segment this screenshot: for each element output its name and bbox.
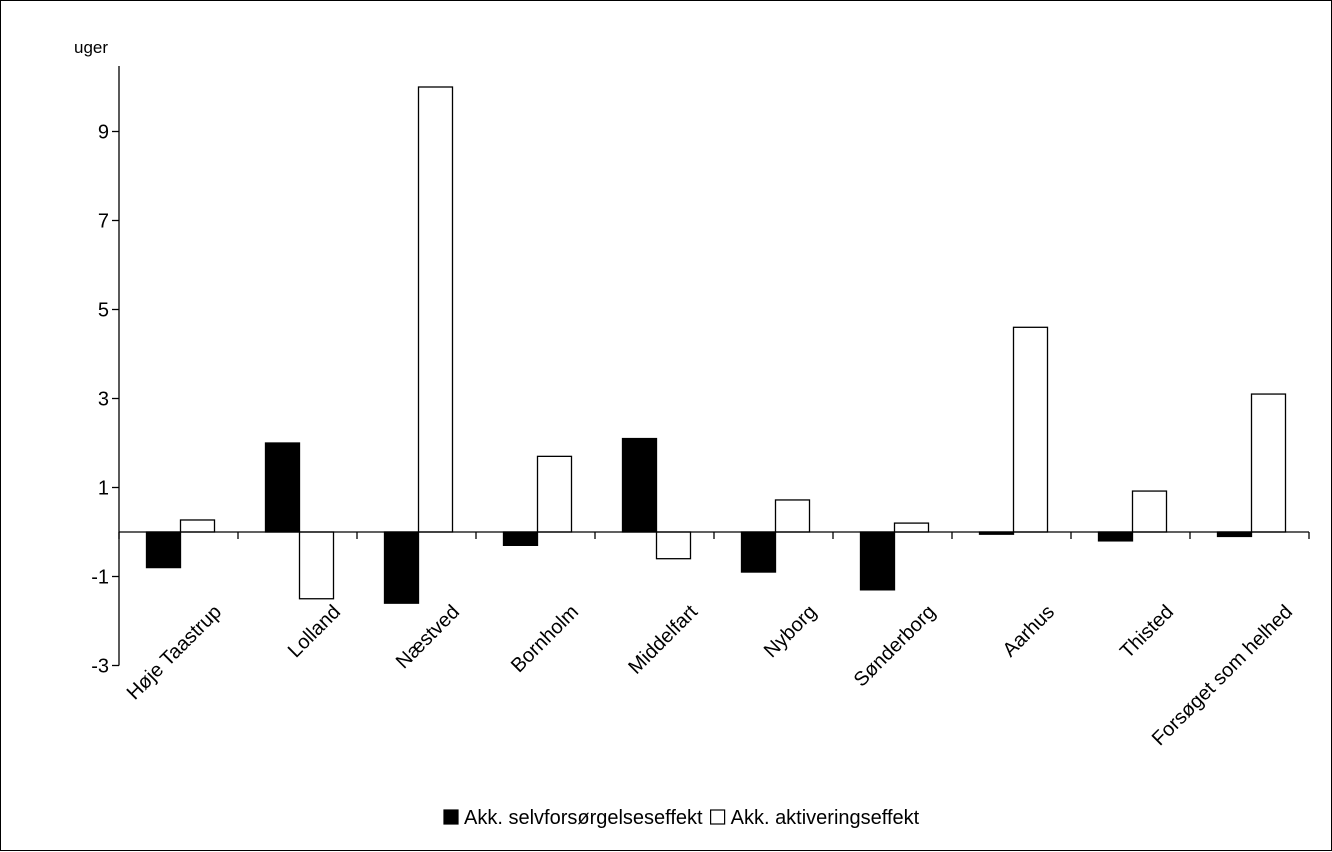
y-tick-label: 5: [98, 300, 109, 322]
y-tick-label: -1: [91, 567, 109, 589]
category-label: Sønderborg: [850, 601, 940, 691]
category-label: Aarhus: [999, 601, 1059, 661]
legend-label: Akk. selvforsørgelseseffekt: [464, 807, 703, 829]
category-label: Næstved: [392, 601, 464, 673]
category-labels-group: Høje Taastrup Lolland Næstved Bornholm Midde…: [123, 601, 1297, 751]
bar-selvforsorgelse-1: [264, 442, 301, 533]
y-tick-label: 3: [98, 389, 109, 411]
bar-aktivering-1: [298, 531, 335, 600]
bar-aktivering-2: [417, 86, 454, 533]
y-tick-label: 9: [98, 122, 109, 144]
bar-selvforsorgelse-2: [383, 531, 420, 604]
bar-selvforsorgelse-8: [1097, 531, 1134, 542]
bar-aktivering-5: [774, 499, 811, 533]
legend-label: Akk. aktiveringseffekt: [731, 807, 920, 829]
bar-aktivering-4: [655, 531, 692, 560]
bar-selvforsorgelse-6: [859, 531, 896, 591]
bar-selvforsorgelse-0: [145, 531, 182, 569]
bar-selvforsorgelse-4: [621, 437, 658, 533]
bar-aktivering-6: [893, 522, 930, 533]
y-axis-label: uger: [74, 38, 108, 57]
bar-aktivering-0: [179, 519, 216, 533]
category-label: Nyborg: [760, 601, 821, 662]
y-ticks-group: -3 -1 1 3 5 7 9: [91, 122, 119, 678]
category-label: Bornholm: [507, 601, 583, 677]
category-label: Thisted: [1116, 601, 1178, 663]
legend: Akk. selvforsørgelseseffekt Akk. aktiveri…: [443, 807, 920, 829]
bars-group: [145, 86, 1287, 604]
bar-aktivering-9: [1250, 393, 1287, 533]
y-tick-label: -3: [91, 656, 109, 678]
axes-group: [118, 66, 1310, 666]
bar-aktivering-7: [1012, 326, 1049, 533]
legend-swatch: [710, 809, 726, 825]
bar-aktivering-3: [536, 455, 573, 533]
y-tick-label: 7: [98, 211, 109, 233]
bar-selvforsorgelse-9: [1216, 531, 1253, 538]
y-tick-label: 1: [98, 478, 109, 500]
category-label: Middelfart: [624, 601, 702, 679]
legend-swatch: [443, 809, 459, 825]
bar-aktivering-8: [1131, 490, 1168, 533]
category-label: Høje Taastrup: [123, 601, 226, 704]
bar-selvforsorgelse-5: [740, 531, 777, 573]
category-label: Lolland: [284, 601, 345, 662]
bar-selvforsorgelse-3: [502, 531, 539, 547]
